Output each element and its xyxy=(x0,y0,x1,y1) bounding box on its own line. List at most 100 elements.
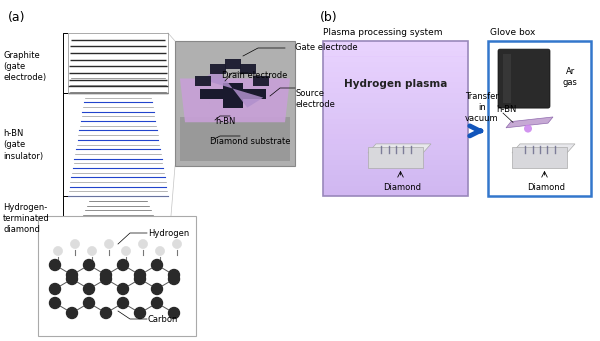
Bar xyxy=(323,88,468,93)
Text: Gate electrode: Gate electrode xyxy=(295,44,358,53)
Text: Glove box: Glove box xyxy=(490,28,535,37)
Circle shape xyxy=(67,308,77,318)
Circle shape xyxy=(151,283,163,295)
Circle shape xyxy=(169,308,179,318)
Text: Source
electrode: Source electrode xyxy=(295,89,335,109)
Bar xyxy=(323,175,468,180)
Polygon shape xyxy=(202,89,233,108)
Bar xyxy=(323,129,468,134)
Bar xyxy=(323,155,468,160)
Bar xyxy=(512,147,567,168)
Bar xyxy=(323,103,468,108)
Circle shape xyxy=(169,273,179,284)
Circle shape xyxy=(139,239,148,249)
Circle shape xyxy=(134,269,146,281)
Circle shape xyxy=(49,283,61,295)
Text: Hydrogen plasma: Hydrogen plasma xyxy=(344,79,447,89)
Polygon shape xyxy=(180,78,290,122)
Bar xyxy=(323,144,468,149)
Polygon shape xyxy=(233,89,263,108)
Text: Hydrogen: Hydrogen xyxy=(148,228,189,237)
Polygon shape xyxy=(202,69,233,89)
Bar xyxy=(323,41,468,46)
Text: h-BN
(gate
insulator): h-BN (gate insulator) xyxy=(3,129,43,161)
Text: Drain electrode: Drain electrode xyxy=(222,72,287,80)
Circle shape xyxy=(49,297,61,309)
Circle shape xyxy=(134,308,146,318)
Text: Diamond substrate: Diamond substrate xyxy=(210,136,290,146)
Text: Ar
gas: Ar gas xyxy=(563,66,578,87)
Text: Diamond: Diamond xyxy=(527,183,566,193)
Circle shape xyxy=(101,308,112,318)
Bar xyxy=(323,57,468,62)
Circle shape xyxy=(67,273,77,284)
Bar xyxy=(323,165,468,170)
Bar xyxy=(368,147,423,168)
FancyBboxPatch shape xyxy=(498,49,550,108)
Circle shape xyxy=(88,247,97,255)
Bar xyxy=(488,41,591,196)
Bar xyxy=(323,180,468,186)
Bar xyxy=(323,191,468,196)
Bar xyxy=(239,63,256,74)
Bar xyxy=(323,82,468,88)
Circle shape xyxy=(101,269,112,281)
Circle shape xyxy=(104,239,113,249)
Bar xyxy=(323,170,468,175)
Circle shape xyxy=(151,297,163,309)
Bar xyxy=(323,119,468,124)
Bar xyxy=(323,41,468,196)
Text: Diamond: Diamond xyxy=(383,183,421,193)
Bar xyxy=(323,149,468,155)
Text: h-BN: h-BN xyxy=(496,105,517,114)
Bar xyxy=(38,216,196,336)
Bar xyxy=(503,54,511,103)
Bar xyxy=(323,113,468,119)
Circle shape xyxy=(101,273,112,284)
Circle shape xyxy=(118,260,128,270)
Circle shape xyxy=(49,260,61,270)
Bar xyxy=(253,75,269,86)
Bar xyxy=(323,134,468,139)
Circle shape xyxy=(524,124,532,133)
Bar xyxy=(175,41,295,166)
Circle shape xyxy=(67,269,77,281)
Text: Graphite
(gate
electrode): Graphite (gate electrode) xyxy=(3,51,46,82)
Circle shape xyxy=(53,247,62,255)
Circle shape xyxy=(134,273,146,284)
Circle shape xyxy=(71,239,79,249)
Bar xyxy=(224,59,241,69)
Text: Transfer
in
vacuum: Transfer in vacuum xyxy=(465,92,499,123)
Circle shape xyxy=(155,247,164,255)
Text: (a): (a) xyxy=(8,11,25,24)
Text: h-BN: h-BN xyxy=(215,117,235,125)
Bar xyxy=(194,75,211,86)
Bar xyxy=(223,83,242,108)
Bar xyxy=(323,46,468,51)
Circle shape xyxy=(83,297,95,309)
Bar xyxy=(323,160,468,165)
Circle shape xyxy=(118,297,128,309)
Circle shape xyxy=(173,239,182,249)
Bar xyxy=(323,77,468,82)
Bar xyxy=(323,186,468,191)
Bar xyxy=(323,62,468,67)
Circle shape xyxy=(118,283,128,295)
Circle shape xyxy=(169,269,179,281)
Bar xyxy=(323,98,468,103)
Circle shape xyxy=(83,283,95,295)
Bar xyxy=(180,117,290,161)
Bar xyxy=(323,124,468,129)
Polygon shape xyxy=(512,144,575,153)
Bar xyxy=(323,139,468,144)
Text: Hydrogen-
terminated
diamond: Hydrogen- terminated diamond xyxy=(3,203,50,234)
Bar xyxy=(323,51,468,57)
Circle shape xyxy=(121,247,131,255)
Bar xyxy=(323,93,468,98)
Bar xyxy=(209,63,226,74)
Bar xyxy=(200,89,266,99)
Bar xyxy=(323,67,468,72)
Polygon shape xyxy=(233,69,263,89)
Bar xyxy=(323,72,468,77)
Bar xyxy=(323,108,468,113)
